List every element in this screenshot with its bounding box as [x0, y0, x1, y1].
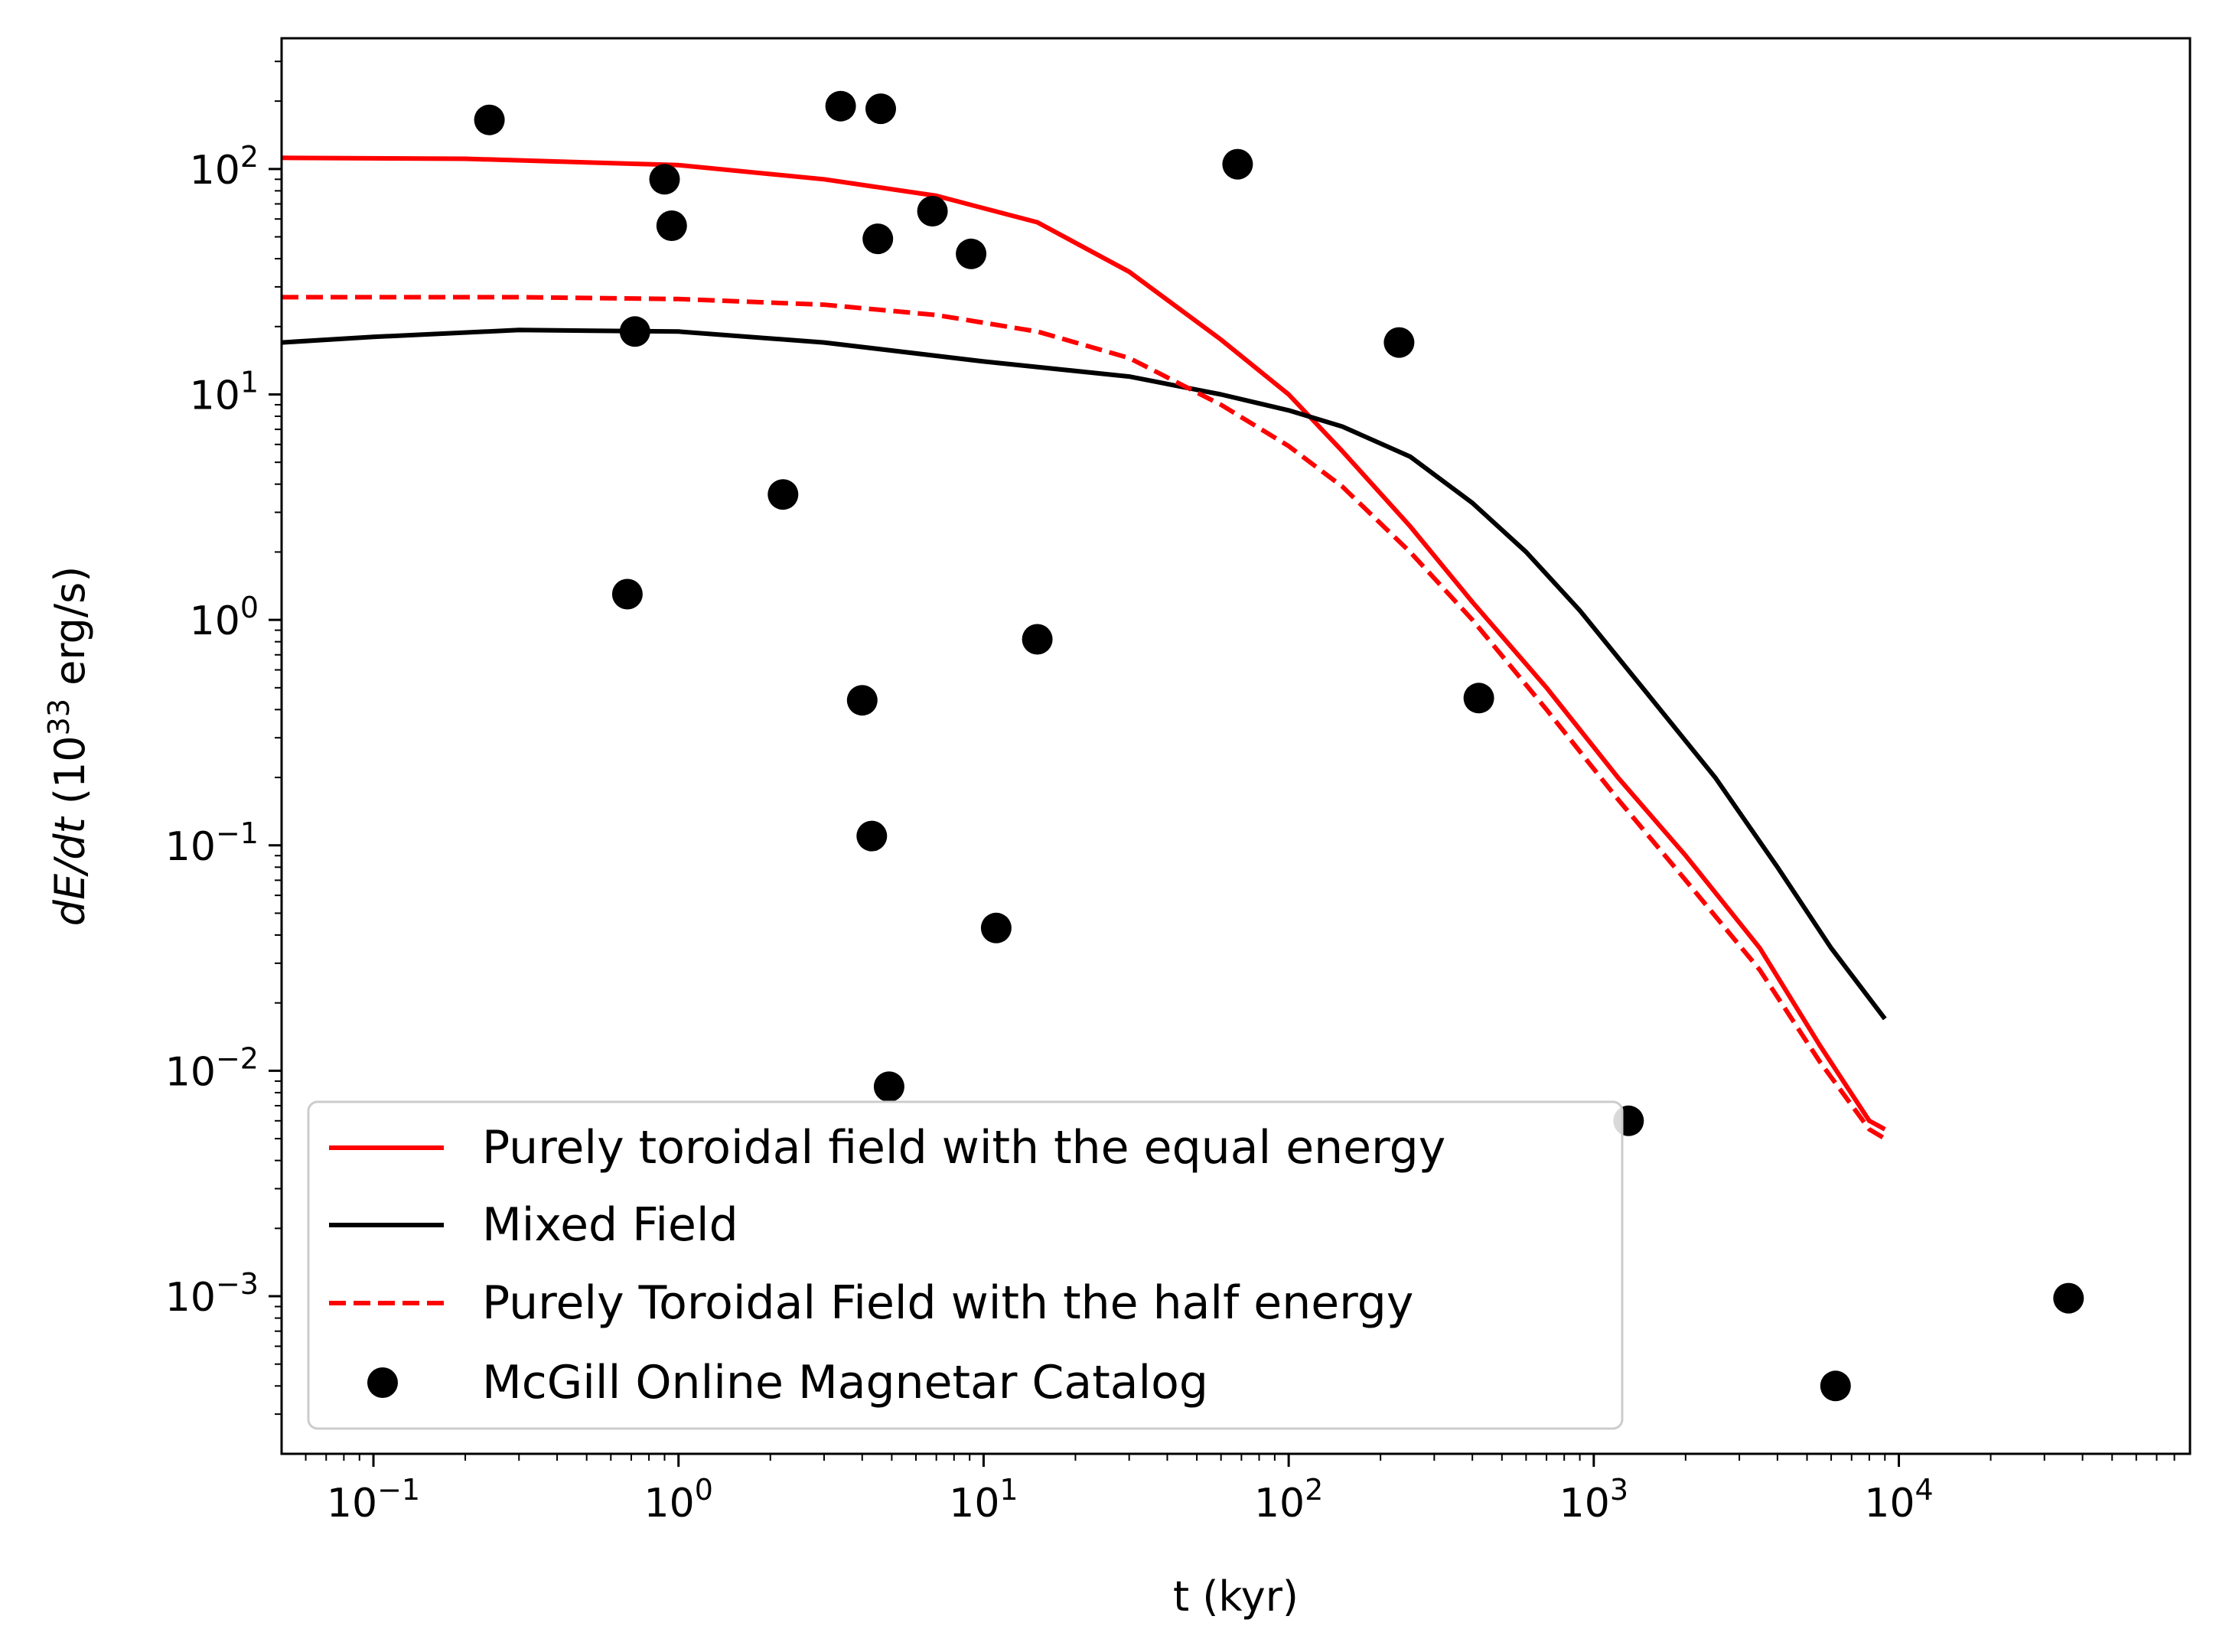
series-line-0 — [282, 155, 1886, 1132]
scatter-point-12 — [856, 820, 888, 852]
series-line-2 — [282, 295, 1886, 1141]
y-axis-label-quantity: dE/dt — [46, 816, 94, 926]
legend-label-mixed-field: Mixed Field — [482, 1198, 738, 1252]
scatter-point-3 — [619, 316, 650, 347]
scatter-point-16 — [1222, 148, 1253, 180]
y-axis-label: dE/dt (1033 erg/s) — [42, 566, 94, 927]
y-tick-label-4: 101 — [190, 365, 259, 419]
scatter-point-17 — [1383, 327, 1415, 358]
series-layer — [282, 155, 1887, 1141]
scatter-point-0 — [474, 104, 505, 135]
x-tick-label-3: 102 — [1254, 1473, 1323, 1527]
x-tick-label-4: 103 — [1559, 1473, 1628, 1527]
y-tick-label-2: 10−1 — [165, 816, 259, 870]
scatter-point-6 — [825, 90, 856, 122]
plot-frame — [280, 37, 2192, 1455]
series-line-1 — [282, 327, 1887, 1021]
scatter-point-21 — [2053, 1282, 2084, 1314]
y-tick-label-0: 10−3 — [165, 1267, 259, 1321]
scatter-point-14 — [980, 912, 1012, 943]
y-axis-ticks: 10−3 10−2 10−1 100 101 102 — [165, 60, 282, 1416]
y-tick-label-3: 100 — [190, 591, 259, 644]
x-tick-label-5: 104 — [1864, 1473, 1933, 1527]
scatter-point-8 — [862, 223, 894, 255]
y-axis-label-exponent: 33 — [42, 699, 76, 735]
scatter-point-15 — [1022, 624, 1053, 655]
scatter-point-18 — [1463, 683, 1494, 714]
x-tick-label-1: 100 — [644, 1473, 713, 1527]
x-axis-ticks: 10−1 100 101 102 103 104 — [305, 1454, 2175, 1527]
legend-label-equal-energy: Purely toroidal field with the equal ene… — [482, 1121, 1445, 1175]
x-axis-label: t (kyr) — [1173, 1572, 1299, 1621]
scatter-point-5 — [767, 479, 799, 510]
y-axis-label-unit-close: erg/s) — [46, 566, 94, 699]
axes: 10−1 100 101 102 103 104 10−310−210−110010110… — [165, 37, 2192, 1527]
x-tick-label-0: 10−1 — [327, 1473, 420, 1527]
legend-frame — [307, 1100, 1624, 1430]
scatter-point-10 — [956, 238, 987, 269]
scatter-point-4 — [611, 578, 643, 610]
legend-label-catalog: McGill Online Magnetar Catalog — [482, 1356, 1208, 1409]
x-tick-label-2: 101 — [949, 1473, 1018, 1527]
scatter-point-13 — [873, 1071, 904, 1103]
scatter-point-1 — [649, 164, 680, 195]
scatter-point-9 — [917, 196, 948, 226]
y-tick-label-1: 10−2 — [165, 1041, 259, 1095]
scatter-point-7 — [865, 93, 896, 125]
legend-swatch-catalog — [367, 1367, 398, 1398]
legend-label-half-energy: Purely Toroidal Field with the half ener… — [482, 1276, 1413, 1330]
y-axis-label-unit-open: (10 — [46, 735, 94, 817]
scatter-point-11 — [846, 685, 878, 716]
y-tick-label-5: 102 — [190, 140, 259, 194]
legend: Purely toroidal field with the equal ene… — [307, 1100, 1624, 1430]
scatter-point-20 — [1820, 1370, 1851, 1402]
scatter-point-2 — [656, 210, 687, 241]
